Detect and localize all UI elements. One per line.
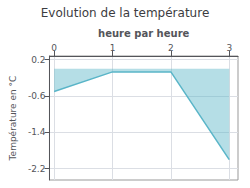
svg-text:heure par heure: heure par heure [98,28,189,39]
svg-text:-2.2: -2.2 [28,164,46,174]
svg-text:Evolution de la température: Evolution de la température [41,6,210,20]
svg-text:3: 3 [226,43,232,53]
svg-text:0.2: 0.2 [31,55,45,65]
svg-text:Température en °C: Température en °C [8,76,18,162]
svg-text:-0.6: -0.6 [28,91,46,101]
svg-text:2: 2 [168,43,174,53]
svg-text:-1.4: -1.4 [28,127,46,137]
svg-text:0: 0 [51,43,57,53]
svg-text:1: 1 [110,43,116,53]
